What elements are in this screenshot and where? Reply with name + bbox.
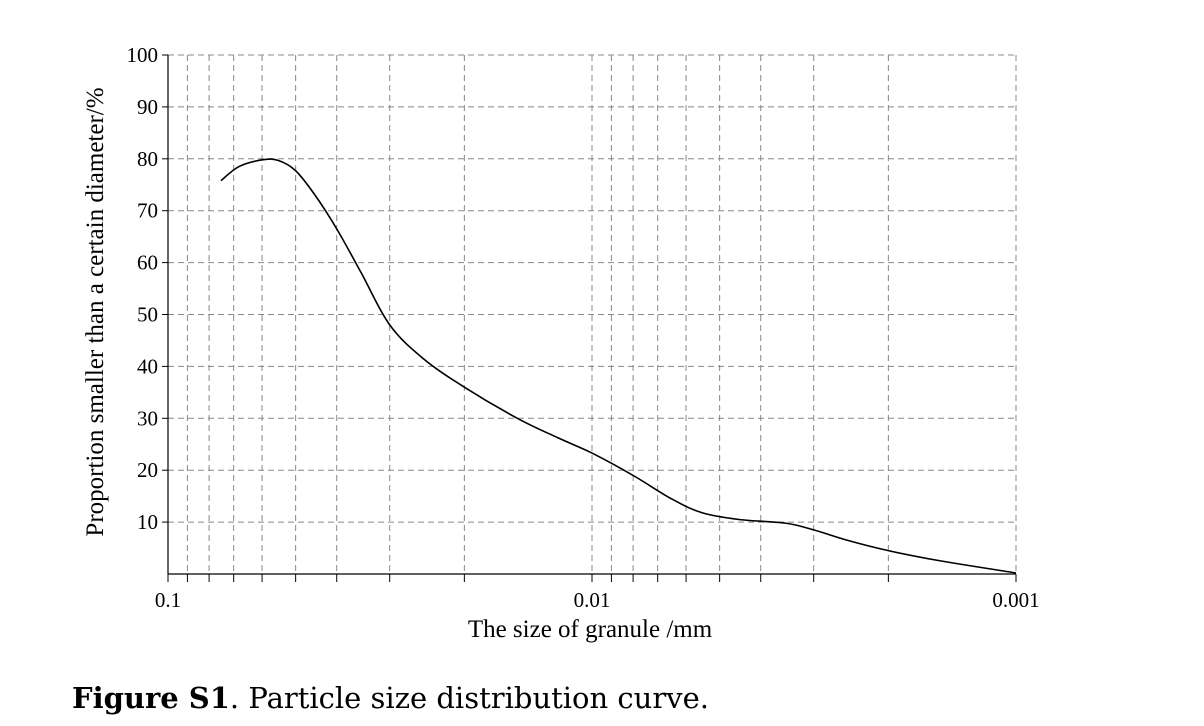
y-axis-label: Proportion smaller than a certain diamet… xyxy=(82,87,109,536)
y-tick-label: 40 xyxy=(137,354,158,378)
y-tick-label: 20 xyxy=(137,458,158,482)
x-tick-label: 0.1 xyxy=(155,588,181,612)
y-tick-label: 50 xyxy=(137,303,158,327)
x-tick-label: 0.01 xyxy=(574,588,611,612)
caption-text: . Particle size distribution curve. xyxy=(229,681,709,715)
y-tick-label: 10 xyxy=(137,510,158,534)
x-axis-label: The size of granule /mm xyxy=(468,616,713,643)
series-layer xyxy=(220,158,1017,574)
series-line xyxy=(220,158,1017,574)
axes xyxy=(162,54,1017,582)
grid xyxy=(167,54,1017,574)
chart: 10 20 30 40 50 60 70 80 90 100 0.1 0.01 0.001 The si… xyxy=(82,43,1040,643)
y-tick-label: 90 xyxy=(137,95,158,119)
chart-svg: 10 20 30 40 50 60 70 80 90 100 0.1 0.01 0.001 The si… xyxy=(82,43,1040,643)
figure-caption: Figure S1. Particle size distribution cu… xyxy=(72,681,709,715)
caption-label: Figure S1 xyxy=(72,681,230,715)
y-tick-label: 60 xyxy=(137,251,158,275)
y-tick-label: 80 xyxy=(137,147,158,171)
x-tick-label: 0.001 xyxy=(992,588,1039,612)
y-tick-label: 70 xyxy=(137,199,158,223)
y-tick-label: 30 xyxy=(137,406,158,430)
y-tick-label: 100 xyxy=(127,43,159,67)
tick-labels: 10 20 30 40 50 60 70 80 90 100 0.1 0.01 0.001 xyxy=(127,43,1040,612)
